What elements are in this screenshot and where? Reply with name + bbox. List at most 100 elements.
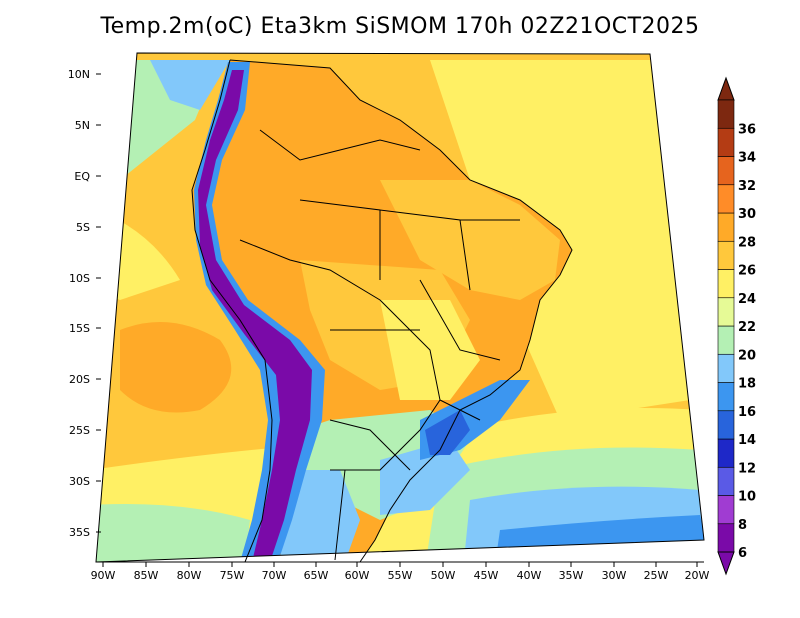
colorbar-label: 8: [738, 518, 747, 533]
colorbar-segment: [717, 466, 735, 496]
lon-tick: 85W: [134, 562, 159, 582]
colorbar-label: 24: [738, 292, 756, 307]
border-states-1: [299, 199, 520, 291]
colorbar-segment: [717, 269, 735, 299]
lat-label: 5N: [75, 119, 90, 132]
lat-label: 5S: [76, 221, 90, 234]
colorbar-segment: [717, 410, 735, 440]
andes-purple: [198, 70, 312, 562]
field-south-blue: [490, 515, 704, 562]
lon-label: 75W: [220, 569, 245, 582]
colorbar-arrow-bottom: [717, 551, 735, 576]
lon-label: 25W: [644, 569, 669, 582]
lon-tick: 50W: [431, 562, 456, 582]
lat-label: 20S: [69, 373, 90, 386]
lon-tick: 60W: [345, 562, 370, 582]
lon-label: 20W: [685, 569, 710, 582]
lon-label: 55W: [388, 569, 413, 582]
lon-label: 65W: [304, 569, 329, 582]
colorbar-segment: [717, 382, 735, 412]
lon-tick: 40W: [517, 562, 542, 582]
colorbar-segment: [717, 240, 735, 270]
lat-tick: 5S: [76, 221, 101, 234]
lat-label: 35S: [69, 526, 90, 539]
borders: [191, 59, 573, 563]
lat-tick: 20S: [69, 373, 101, 386]
lat-tick: 10N: [68, 68, 101, 81]
colorbar-label: 28: [738, 235, 756, 250]
border-brazil-north: [259, 129, 421, 161]
colorbar-segment: [717, 156, 735, 186]
colorbar-label: 22: [738, 320, 756, 335]
lon-label: 85W: [134, 569, 159, 582]
lon-label: 30W: [602, 569, 627, 582]
lon-label: 40W: [517, 569, 542, 582]
colorbar-segment: [717, 353, 735, 383]
colorbar-label: 18: [738, 377, 756, 392]
border-southern-cone: [329, 419, 411, 561]
colorbar-segment: [717, 438, 735, 468]
west-coastline: [191, 59, 273, 563]
colorbar-segment: [717, 99, 735, 129]
land-patagonia-lightblue: [280, 470, 360, 562]
colorbar-label: 10: [738, 490, 756, 505]
lon-label: 60W: [345, 569, 370, 582]
lon-label: 35W: [559, 569, 584, 582]
lon-tick: 75W: [220, 562, 245, 582]
lon-tick: 45W: [474, 562, 499, 582]
land-south-lightblue: [380, 440, 470, 515]
lon-tick: 25W: [644, 562, 669, 582]
colorbar-label: 16: [738, 405, 756, 420]
field-south-green: [96, 504, 250, 562]
colorbar-segment: [717, 495, 735, 525]
colorbar-segment: [717, 297, 735, 327]
colorbar-segment: [717, 127, 735, 157]
land-southeast-darkblue: [425, 410, 470, 455]
lon-label: 70W: [262, 569, 287, 582]
lat-axis: 10N 5N EQ 5S 10S 15S 20S 25S 30S 35S: [68, 68, 101, 539]
lon-label: 80W: [177, 569, 202, 582]
lon-label: 90W: [91, 569, 116, 582]
colorbar-segment: [717, 184, 735, 214]
lon-tick: 90W: [91, 562, 116, 582]
lat-tick: 30S: [69, 475, 101, 488]
colorbar-label: 32: [738, 179, 756, 194]
colorbar-label: 34: [738, 151, 756, 166]
lon-tick: 30W: [602, 562, 627, 582]
lat-tick: 10S: [69, 272, 101, 285]
land-northeast-mild: [380, 180, 560, 300]
field-pacific-lightblue: [150, 60, 230, 110]
field-pacific-warm: [120, 322, 232, 413]
lat-label: 10N: [68, 68, 90, 81]
lat-label: 15S: [69, 322, 90, 335]
colorbar-segment: [717, 325, 735, 355]
colorbar: 6 8 10 12 14 16 18 20 22 24 26 28 30 32 34 36: [717, 76, 756, 576]
map-frame: [95, 52, 705, 563]
colorbar-label: 14: [738, 433, 756, 448]
lat-tick: 15S: [69, 322, 101, 335]
lon-tick: 20W: [685, 562, 710, 582]
lon-label: 50W: [431, 569, 456, 582]
lon-label: 45W: [474, 569, 499, 582]
lat-label: 10S: [69, 272, 90, 285]
lon-tick: 65W: [304, 562, 329, 582]
colorbar-segment: [717, 212, 735, 242]
colorbar-label: 30: [738, 207, 756, 222]
map-title: Temp.2m(oC) Eta3km SiSMOM 170h 02Z21OCT2…: [100, 14, 700, 39]
lon-tick: 35W: [559, 562, 584, 582]
lon-tick: 80W: [177, 562, 202, 582]
colorbar-arrow-top: [717, 76, 735, 101]
lon-axis: 90W 85W 80W 75W 70W 65W 60W 55W 50W 45W …: [91, 561, 710, 582]
border-states-2: [330, 279, 501, 421]
lat-label: 25S: [69, 424, 90, 437]
lat-tick: 5N: [75, 119, 101, 132]
colorbar-label: 6: [738, 546, 747, 561]
lat-tick: 35S: [69, 526, 101, 539]
colorbar-label: 20: [738, 348, 756, 363]
lat-label: EQ: [74, 170, 90, 183]
border-brazil-west: [239, 239, 441, 471]
lat-tick: EQ: [74, 170, 101, 183]
colorbar-segment: [717, 523, 735, 553]
